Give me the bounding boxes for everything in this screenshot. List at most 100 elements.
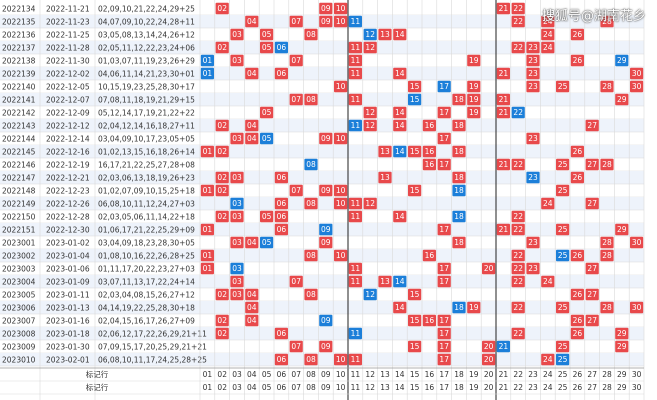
red-ball-label: 14 <box>395 108 405 117</box>
red-ball <box>526 54 540 67</box>
numbers-label: 01,02,07,09,10,15,25+18 <box>98 187 195 196</box>
footer-column-label: 29 <box>617 383 627 392</box>
red-ball <box>437 158 451 171</box>
red-ball-label: 02 <box>217 212 227 221</box>
red-ball-label: 23 <box>528 134 538 143</box>
red-ball-label: 01 <box>203 251 213 260</box>
date-label: 2022-12-12 <box>46 122 90 131</box>
period-label: 2022136 <box>2 31 36 40</box>
numbers-label: 02,03,04,08,15,26,27+12 <box>98 291 195 300</box>
row-background <box>0 197 644 210</box>
red-ball-label: 11 <box>351 199 361 208</box>
red-ball <box>230 275 244 288</box>
blue-ball-label: 18 <box>454 212 464 221</box>
red-ball-label: 03 <box>232 56 242 65</box>
red-ball <box>319 15 333 28</box>
footer-column-label: 10 <box>336 383 346 392</box>
red-ball <box>408 80 422 93</box>
red-ball <box>378 145 392 158</box>
red-ball <box>289 275 303 288</box>
red-ball <box>363 106 377 119</box>
blue-ball-label: 05 <box>262 238 272 247</box>
red-ball-label: 05 <box>262 30 272 39</box>
red-ball <box>378 275 392 288</box>
red-ball-label: 23 <box>528 82 538 91</box>
footer-column-label: 09 <box>321 383 331 392</box>
red-ball <box>526 67 540 80</box>
red-ball <box>556 301 570 314</box>
footer-column-label: 29 <box>617 370 627 379</box>
red-ball-label: 17 <box>439 108 449 117</box>
red-ball <box>467 93 481 106</box>
red-ball-label: 19 <box>469 82 479 91</box>
footer-column-label: 11 <box>351 383 361 392</box>
blue-ball-label: 09 <box>321 225 331 234</box>
numbers-label: 03,05,08,13,14,24,26+12 <box>98 31 195 40</box>
red-ball <box>496 2 510 15</box>
red-ball <box>408 184 422 197</box>
red-ball <box>348 210 362 223</box>
red-ball <box>541 275 555 288</box>
red-ball <box>304 249 318 262</box>
red-ball <box>334 353 348 366</box>
red-ball <box>260 28 274 41</box>
numbers-label: 07,08,11,18,19,21,29+15 <box>98 96 195 105</box>
numbers-label: 02,05,11,12,22,23,24+06 <box>98 44 195 53</box>
red-ball-label: 02 <box>217 290 227 299</box>
red-ball <box>585 288 599 301</box>
red-ball <box>556 80 570 93</box>
date-label: 2022-12-21 <box>46 174 90 183</box>
red-ball-label: 30 <box>632 69 642 78</box>
period-label: 2022146 <box>2 161 36 170</box>
date-label: 2022-12-23 <box>46 187 90 196</box>
red-ball <box>452 93 466 106</box>
date-label: 2023-01-02 <box>46 239 90 248</box>
red-ball-label: 20 <box>484 264 494 273</box>
footer-column-label: 25 <box>558 370 568 379</box>
footer-column-label: 30 <box>632 383 642 392</box>
red-ball-label: 20 <box>484 342 494 351</box>
red-ball-label: 03 <box>232 173 242 182</box>
red-ball <box>304 353 318 366</box>
red-ball <box>541 15 555 28</box>
footer-column-label: 05 <box>262 383 272 392</box>
period-label: 2022144 <box>2 135 36 144</box>
red-ball-label: 03 <box>232 277 242 286</box>
red-ball <box>348 93 362 106</box>
red-ball <box>467 301 481 314</box>
red-ball-label: 28 <box>602 251 612 260</box>
red-ball <box>422 249 436 262</box>
red-ball <box>437 223 451 236</box>
red-ball-label: 17 <box>439 160 449 169</box>
red-ball <box>422 314 436 327</box>
period-label: 2022142 <box>2 109 36 118</box>
red-ball <box>437 353 451 366</box>
period-label: 2022135 <box>2 18 36 27</box>
red-ball-label: 22 <box>513 277 523 286</box>
numbers-label: 04,06,11,14,21,23,30+01 <box>98 70 195 79</box>
footer-column-label: 09 <box>321 370 331 379</box>
blue-ball-label: 03 <box>232 264 242 273</box>
red-ball-label: 03 <box>232 212 242 221</box>
red-ball-label: 25 <box>558 303 568 312</box>
red-ball-label: 15 <box>410 290 420 299</box>
numbers-label: 02,03,06,13,18,19,26+23 <box>98 174 195 183</box>
red-ball <box>200 184 214 197</box>
red-ball <box>526 262 540 275</box>
red-ball <box>511 15 525 28</box>
red-ball-label: 07 <box>291 17 301 26</box>
red-ball-label: 25 <box>558 225 568 234</box>
red-ball-label: 21 <box>499 108 509 117</box>
red-ball-label: 26 <box>573 329 583 338</box>
red-ball <box>215 210 229 223</box>
red-ball-label: 04 <box>247 238 257 247</box>
footer-column-label: 11 <box>351 370 361 379</box>
red-ball <box>585 119 599 132</box>
red-ball-label: 04 <box>247 17 257 26</box>
red-ball <box>245 132 259 145</box>
date-label: 2023-01-13 <box>46 304 90 313</box>
red-ball <box>289 54 303 67</box>
red-ball <box>570 28 584 41</box>
red-ball-label: 23 <box>528 264 538 273</box>
blue-ball <box>319 223 333 236</box>
